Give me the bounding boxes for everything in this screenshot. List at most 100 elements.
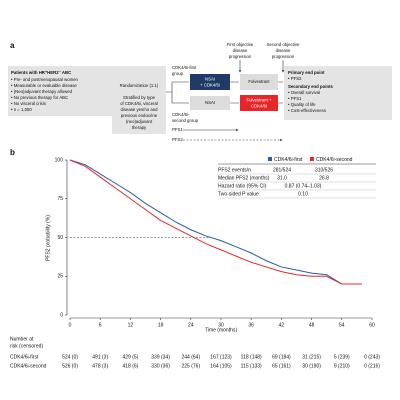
stat-value: 281/524 xyxy=(273,167,291,173)
stat-value: 26.8 xyxy=(319,175,329,181)
nsai-cdk-box xyxy=(190,74,230,90)
eligibility-item: • No visceral crisis xyxy=(11,101,46,106)
panel-label: b xyxy=(10,148,15,157)
survival-curve xyxy=(69,159,362,285)
panel-b: b PFS2 probability (%) Time (months) Num… xyxy=(10,148,380,369)
y-tick-label: 0 xyxy=(60,312,63,318)
panel-a: a Patients with HR⁺HER2⁻ ABC • Pre- and … xyxy=(8,41,392,142)
endpoint-item: • Cost-effectiveness xyxy=(288,108,326,113)
stratification: therapy xyxy=(132,125,147,130)
x-tick-label: 48 xyxy=(309,322,315,328)
endpoint-heading: Primary end point xyxy=(288,70,325,75)
risk-title: risk (censored) xyxy=(10,343,43,349)
group-label: CDK4/6i-first xyxy=(172,65,197,70)
risk-cell: 225 (76) xyxy=(181,363,200,369)
box-label: Fulvestrant xyxy=(248,79,270,84)
pfs2: PFS2 xyxy=(172,137,183,142)
randomization: Randomization (1:1) xyxy=(120,83,159,88)
stratification: previous endocrine xyxy=(121,113,158,118)
y-tick-label: 50 xyxy=(57,235,63,241)
box-label: NSAI xyxy=(205,77,215,82)
eligibility-item: • Measurable or evaluable disease xyxy=(11,83,77,88)
stat-value: 31.0 xyxy=(277,175,287,181)
nsai-box xyxy=(190,96,230,110)
risk-cell: 9 (210) xyxy=(334,363,350,369)
risk-cell: 115 (133) xyxy=(241,363,262,369)
stratification: disease yes/no and xyxy=(120,107,158,112)
endpoint-item: • Quality of life xyxy=(288,102,316,107)
risk-cell: 167 (123) xyxy=(210,354,232,360)
legend-label: CDK4/6i-first xyxy=(274,157,303,163)
x-tick-label: 0 xyxy=(69,322,72,328)
risk-row-label: CDK4/6i-second xyxy=(10,363,47,369)
eligibility-item: • No previous therapy for ABC xyxy=(11,95,68,100)
stat-value: 0.10 xyxy=(298,191,308,197)
box-label: CDK4/6i xyxy=(251,104,267,109)
risk-cell: 339 (34) xyxy=(151,354,170,360)
risk-cell: 118 (148) xyxy=(241,354,262,360)
progression: disease xyxy=(233,48,248,53)
box-label: NSAI xyxy=(205,100,215,105)
y-tick-label: 75 xyxy=(57,196,63,202)
risk-cell: 491 (3) xyxy=(92,354,108,360)
endpoint-item: • Overall survival xyxy=(288,90,320,95)
x-tick-label: 36 xyxy=(248,322,254,328)
stat-label: Median PFS2 (months) xyxy=(218,175,270,181)
stat-label: Two-sided P value xyxy=(218,191,259,197)
flow-lines xyxy=(166,81,283,104)
eligibility-item: • (Neo)adjuvant therapy allowed xyxy=(11,89,73,94)
risk-cell: 164 (105) xyxy=(210,363,232,369)
risk-cell: 65 (161) xyxy=(272,363,291,369)
x-tick-label: 18 xyxy=(158,322,164,328)
legend-swatch xyxy=(310,157,314,161)
progression: progression xyxy=(272,54,295,59)
box-label: + CDK4/6i xyxy=(200,83,220,88)
x-tick-label: 24 xyxy=(188,322,194,328)
randomization-box xyxy=(112,66,166,134)
group-label: second group xyxy=(172,118,199,123)
risk-cell: 478 (3) xyxy=(92,363,108,369)
x-axis-label: Time (months) xyxy=(205,327,237,333)
risk-cell: 0 (216) xyxy=(364,363,380,369)
risk-cell: 69 (184) xyxy=(272,354,291,360)
eligibility-item: • n = 1,050 xyxy=(11,107,32,112)
stat-label: PFS2 events/n xyxy=(218,167,251,173)
survival-curve xyxy=(69,159,357,285)
legend-label: CDK4/6i-second xyxy=(316,157,353,163)
y-tick-label: 100 xyxy=(55,157,64,163)
risk-row-label: CDK4/6i-first xyxy=(10,354,39,360)
risk-cell: 418 (6) xyxy=(122,363,138,369)
stat-value: 310/526 xyxy=(315,167,333,173)
risk-cell: 244 (64) xyxy=(181,354,200,360)
x-tick-label: 60 xyxy=(369,322,375,328)
progression: First objective xyxy=(227,42,254,47)
endpoint-heading: Secondary end points xyxy=(288,84,333,89)
stat-label: Hazard ratio (95% CI) xyxy=(218,183,267,189)
risk-cell: 330 (36) xyxy=(151,363,170,369)
endpoints-box xyxy=(284,66,392,120)
group-label: CDK4/6i- xyxy=(172,112,190,117)
progression: Second objective xyxy=(267,42,300,47)
x-tick-label: 30 xyxy=(218,322,224,328)
stratification: Stratified by type xyxy=(123,95,156,100)
eligibility-item: • Pre- and postmenopausal women xyxy=(11,77,79,82)
fulv-cdk-box xyxy=(240,95,278,111)
stratification: (neo)adjuvant xyxy=(126,119,153,124)
x-tick-label: 12 xyxy=(128,322,134,328)
eligibility-title: Patients with HR⁺HER2⁻ ABC xyxy=(11,70,71,75)
progression: disease xyxy=(276,48,291,53)
endpoint-item: • PFS1 xyxy=(288,96,302,101)
y-axis-label: PFS2 probability (%) xyxy=(45,215,51,261)
box-label: Fulvestrant + xyxy=(247,98,272,103)
risk-title: Number at xyxy=(10,336,34,342)
legend-swatch xyxy=(268,157,272,161)
endpoint-item: • PFS2 xyxy=(288,76,302,81)
y-tick-label: 25 xyxy=(57,274,63,280)
progression: progression xyxy=(229,54,252,59)
x-tick-label: 54 xyxy=(339,322,345,328)
risk-cell: 30 (190) xyxy=(302,363,321,369)
stratification: of CDK4/6i, visceral xyxy=(120,101,158,106)
risk-cell: 524 (0) xyxy=(62,354,78,360)
fulvestrant-box xyxy=(240,74,278,90)
